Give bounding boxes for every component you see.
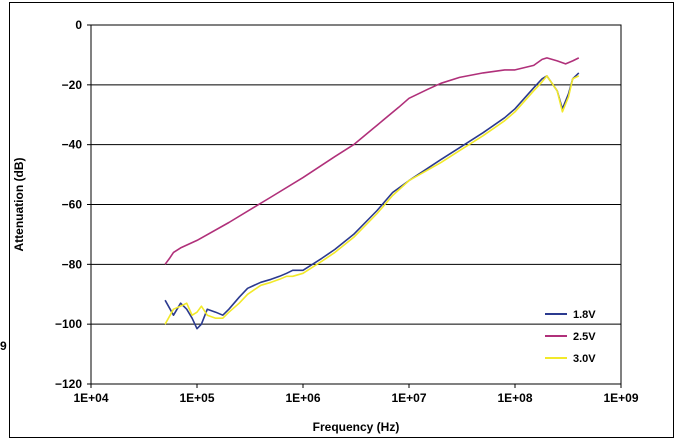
legend: 1.8V 2.5V 3.0V bbox=[545, 309, 596, 365]
series-line-25V bbox=[164, 57, 580, 265]
series-lines bbox=[164, 57, 580, 330]
x-axis-ticks: 1E+04 1E+05 1E+06 1E+07 1E+08 1E+09 bbox=[73, 384, 639, 405]
x-axis-label: Frequency (Hz) bbox=[313, 420, 400, 434]
y-tick-label: −40 bbox=[62, 138, 83, 152]
y-tick-label: −100 bbox=[55, 317, 82, 331]
x-tick-label: 1E+06 bbox=[285, 391, 320, 405]
y-axis-label: Attenuation (dB) bbox=[12, 158, 26, 252]
x-tick-label: 1E+05 bbox=[179, 391, 214, 405]
stray-label: 9 bbox=[0, 339, 7, 353]
x-tick-label: 1E+04 bbox=[73, 391, 108, 405]
x-tick-label: 1E+07 bbox=[391, 391, 426, 405]
y-tick-label: −80 bbox=[62, 257, 83, 271]
y-tick-label: −20 bbox=[62, 78, 83, 92]
x-tick-label: 1E+08 bbox=[497, 391, 532, 405]
chart-frame bbox=[9, 2, 674, 438]
legend-label: 2.5V bbox=[573, 331, 596, 343]
series-line-18V bbox=[164, 72, 580, 330]
y-axis-ticks: 0 −20 −40 −60 −80 −100 −120 bbox=[55, 18, 91, 391]
legend-label: 3.0V bbox=[573, 353, 596, 365]
x-tick-label: 1E+09 bbox=[603, 391, 638, 405]
y-tick-label: −60 bbox=[62, 198, 83, 212]
y-tick-label: −120 bbox=[55, 377, 82, 391]
y-tick-label: 0 bbox=[75, 18, 82, 32]
series-line-30V bbox=[164, 75, 580, 325]
gridlines bbox=[91, 84, 621, 325]
legend-label: 1.8V bbox=[573, 309, 596, 321]
